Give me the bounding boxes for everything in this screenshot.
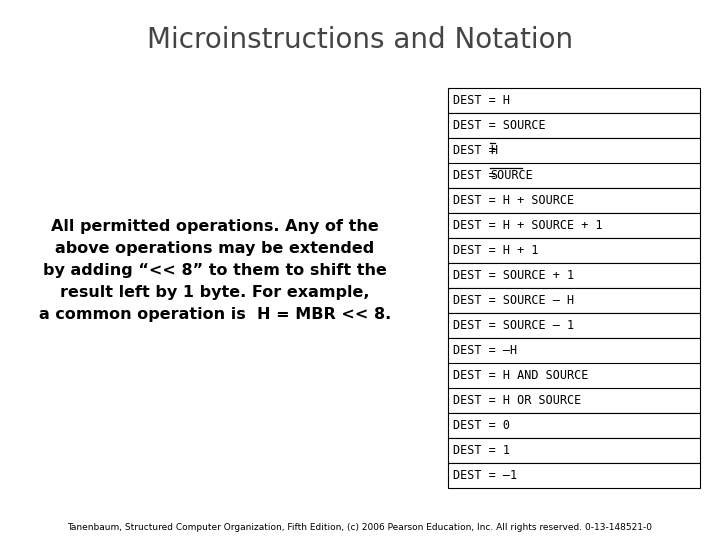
Text: DEST = H: DEST = H	[453, 94, 510, 107]
Text: H: H	[490, 144, 497, 157]
Text: DEST = H OR SOURCE: DEST = H OR SOURCE	[453, 394, 581, 407]
Bar	[448, 188, 700, 213]
Text: by adding “<< 8” to them to shift the: by adding “<< 8” to them to shift the	[43, 262, 387, 278]
Bar	[448, 113, 700, 138]
Text: DEST = SOURCE: DEST = SOURCE	[453, 119, 546, 132]
Text: DEST =: DEST =	[453, 144, 503, 157]
Text: DEST = H AND SOURCE: DEST = H AND SOURCE	[453, 369, 588, 382]
Text: above operations may be extended: above operations may be extended	[55, 240, 374, 255]
Bar	[448, 88, 700, 113]
Bar	[448, 138, 700, 188]
Bar	[448, 413, 700, 438]
Bar	[448, 463, 700, 488]
Text: DEST = –1: DEST = –1	[453, 469, 517, 482]
Text: DEST = H + SOURCE + 1: DEST = H + SOURCE + 1	[453, 219, 603, 232]
Bar	[448, 213, 700, 238]
Text: Tanenbaum, Structured Computer Organization, Fifth Edition, (c) 2006 Pearson Edu: Tanenbaum, Structured Computer Organizat…	[68, 523, 652, 532]
Text: All permitted operations. Any of the: All permitted operations. Any of the	[51, 219, 379, 233]
Text: SOURCE: SOURCE	[490, 169, 533, 182]
Bar	[448, 313, 700, 338]
Text: DEST = H + 1: DEST = H + 1	[453, 244, 539, 257]
Text: DEST = SOURCE – 1: DEST = SOURCE – 1	[453, 319, 574, 332]
Bar	[448, 263, 700, 288]
Text: Microinstructions and Notation: Microinstructions and Notation	[147, 26, 573, 54]
Text: DEST = –H: DEST = –H	[453, 344, 517, 357]
Text: DEST =: DEST =	[453, 169, 503, 182]
Text: DEST = SOURCE – H: DEST = SOURCE – H	[453, 294, 574, 307]
Bar	[448, 338, 700, 413]
Text: a common operation is  H = MBR << 8.: a common operation is H = MBR << 8.	[39, 307, 391, 321]
Bar	[448, 438, 700, 463]
Text: result left by 1 byte. For example,: result left by 1 byte. For example,	[60, 285, 370, 300]
Text: DEST = 1: DEST = 1	[453, 444, 510, 457]
Text: DEST = 0: DEST = 0	[453, 419, 510, 432]
Bar	[448, 288, 700, 313]
Text: DEST = H + SOURCE: DEST = H + SOURCE	[453, 194, 574, 207]
Bar	[448, 238, 700, 263]
Text: DEST = SOURCE + 1: DEST = SOURCE + 1	[453, 269, 574, 282]
